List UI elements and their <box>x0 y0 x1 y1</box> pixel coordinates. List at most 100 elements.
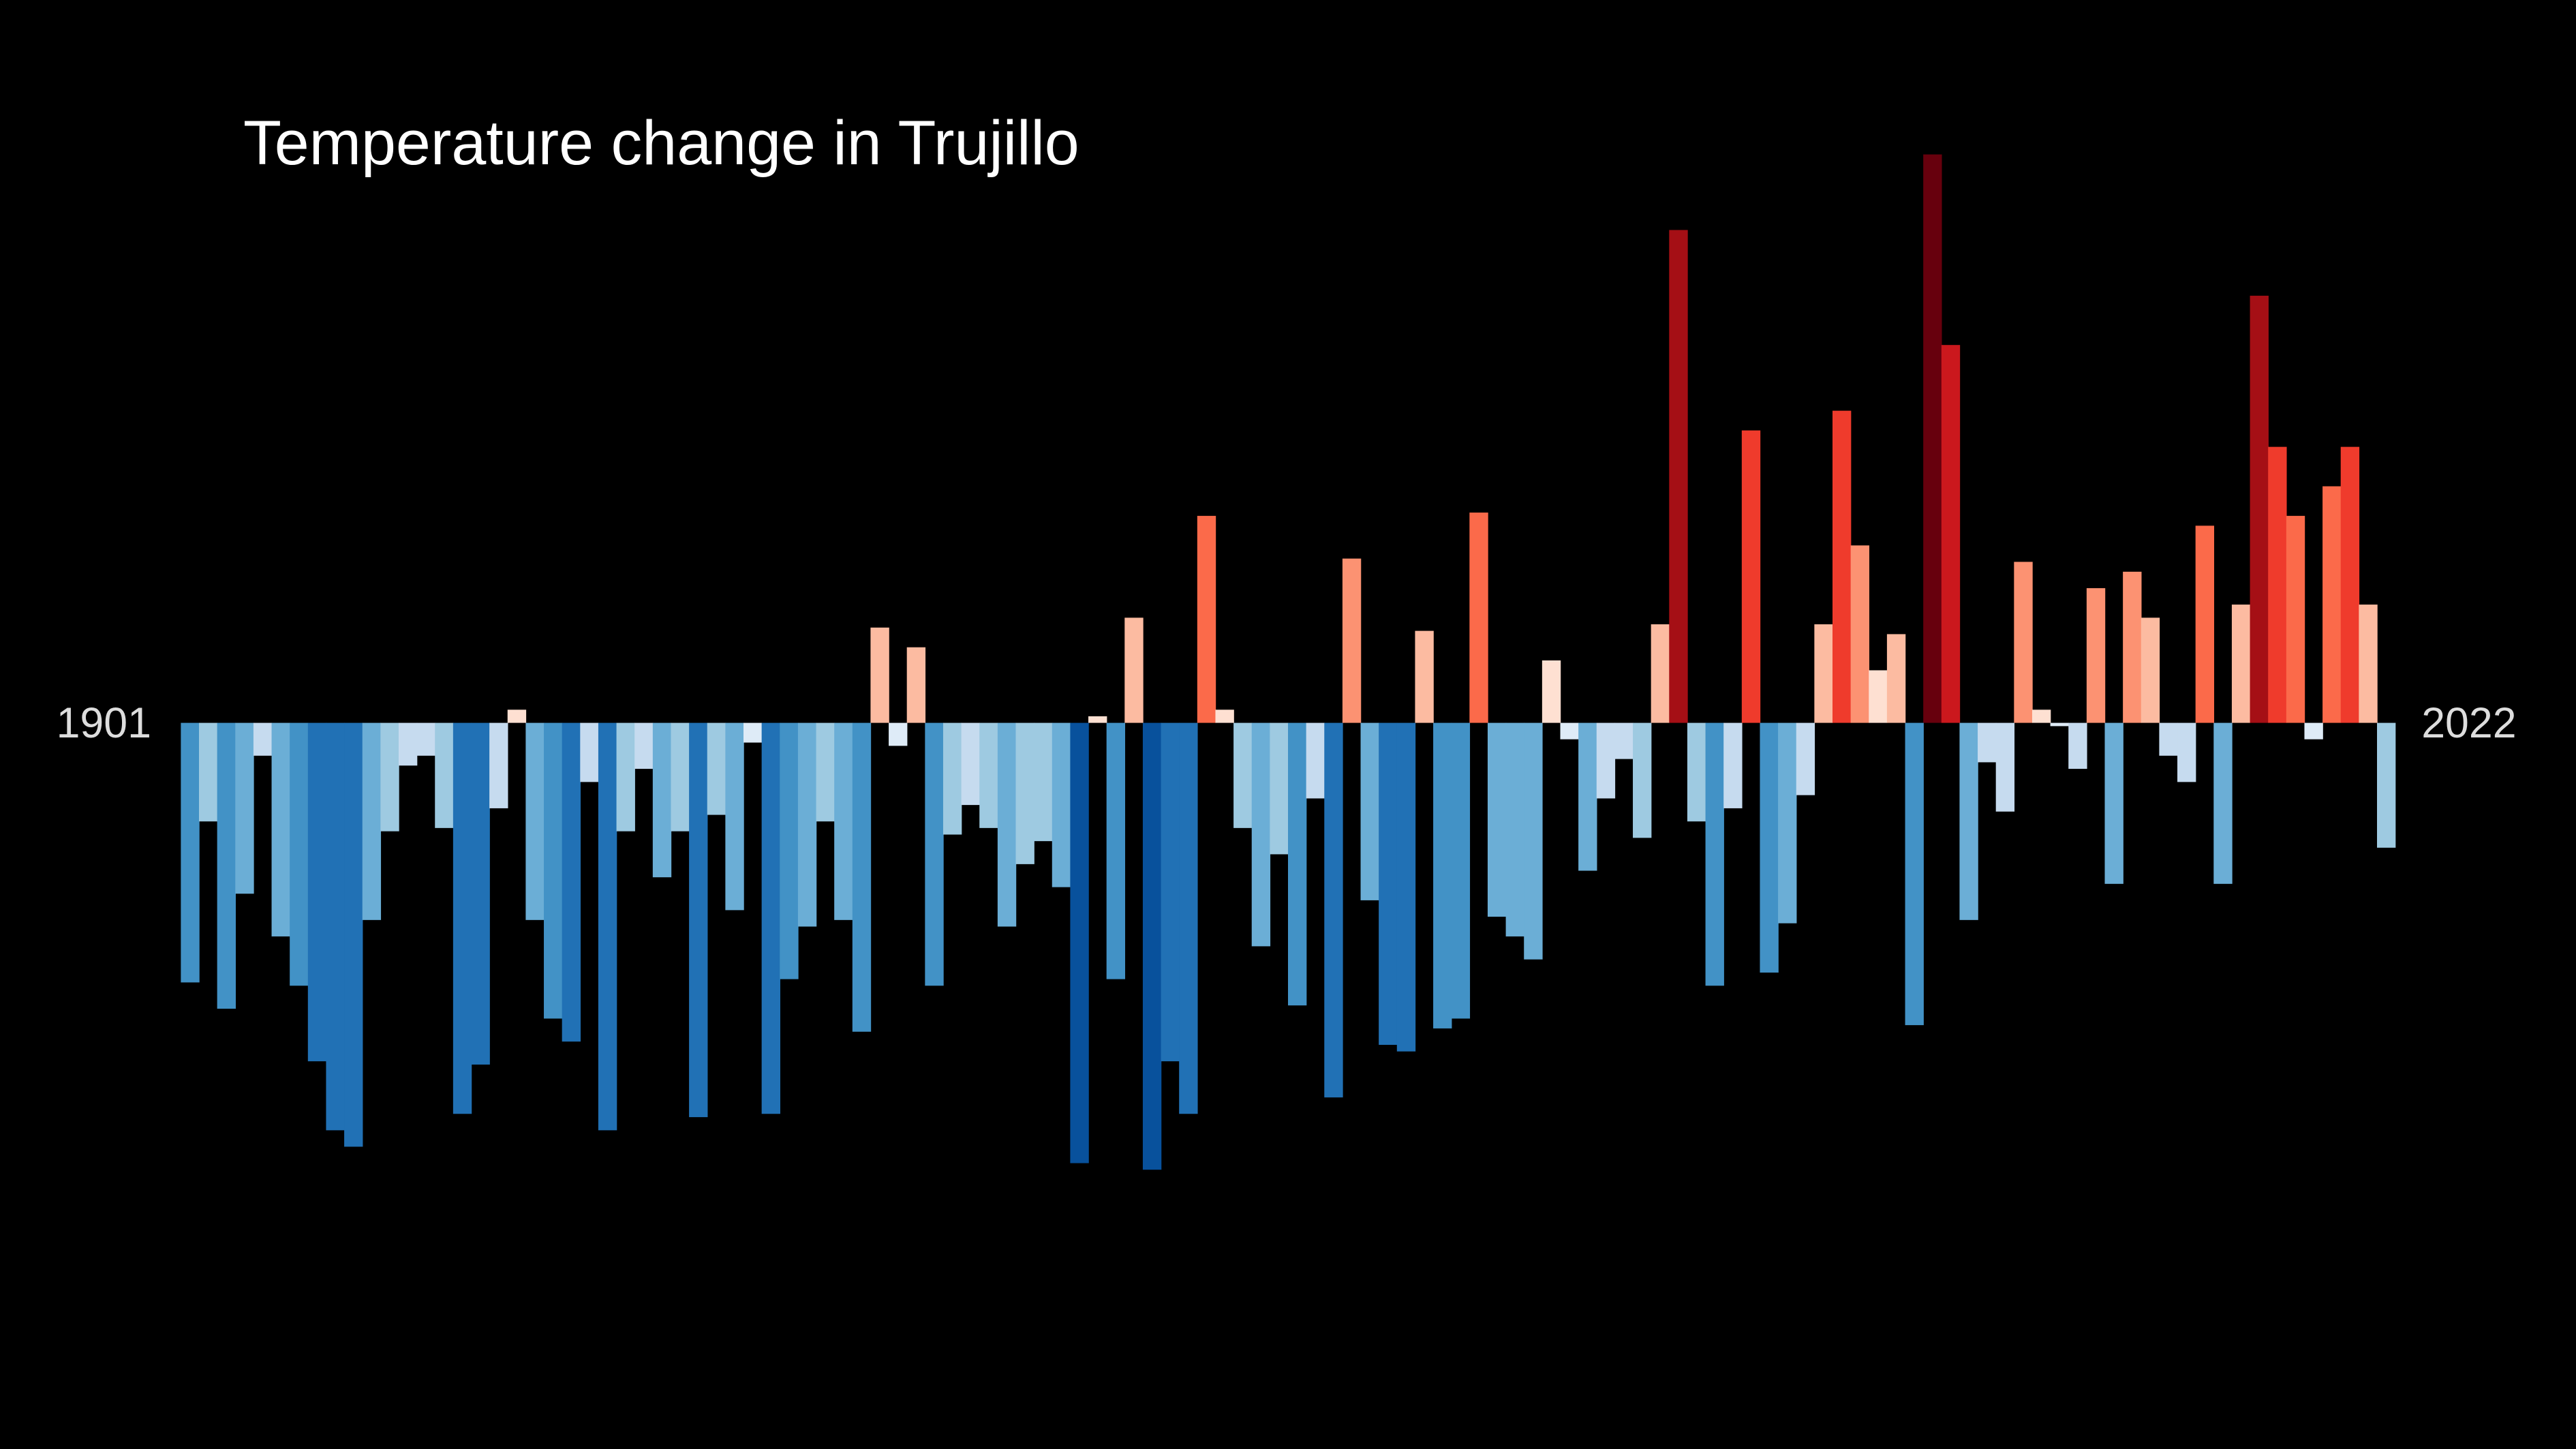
bar <box>398 722 418 766</box>
bar <box>2322 486 2342 723</box>
bar <box>889 722 908 746</box>
bar <box>453 722 472 1114</box>
bar <box>489 722 508 808</box>
bar <box>1869 670 1888 723</box>
bar <box>1142 722 1162 1170</box>
bar <box>1923 154 1942 723</box>
bar <box>1034 722 1053 842</box>
bar <box>2250 295 2269 723</box>
bar <box>1524 722 1543 960</box>
bar <box>1941 345 1961 723</box>
bar <box>307 722 327 1062</box>
bar <box>507 710 527 723</box>
bar <box>598 722 617 1131</box>
bar <box>1978 722 1997 763</box>
bar <box>1487 722 1507 917</box>
bar <box>780 722 799 979</box>
bar <box>979 722 998 828</box>
bar <box>1251 722 1271 947</box>
bar <box>1651 624 1670 723</box>
bar <box>2304 722 2323 739</box>
bar <box>1633 722 1652 838</box>
bar <box>2123 571 2142 723</box>
bar <box>797 722 817 927</box>
bar <box>671 722 690 832</box>
bar <box>743 722 763 743</box>
bar <box>435 722 454 828</box>
bar <box>1596 722 1616 799</box>
bar <box>761 722 780 1114</box>
bar <box>562 722 581 1042</box>
bar <box>1270 722 1289 855</box>
bar <box>2159 722 2178 756</box>
bar <box>1379 722 1398 1046</box>
bar <box>2195 525 2215 723</box>
bar <box>362 722 382 920</box>
bar <box>2359 605 2378 723</box>
chart-title: Temperature change in Trujillo <box>243 108 1079 178</box>
bar <box>2231 605 2251 723</box>
bar <box>1814 624 1833 723</box>
bar <box>1288 722 1307 1006</box>
bar <box>1179 722 1198 1114</box>
bar <box>2268 446 2287 723</box>
bar <box>1070 722 1089 1163</box>
bar <box>1342 558 1362 723</box>
bar <box>2376 722 2396 848</box>
bar <box>2104 722 2123 884</box>
bar <box>181 722 200 983</box>
bar <box>1433 722 1452 1028</box>
bar <box>997 722 1017 927</box>
bar <box>544 722 563 1019</box>
bar <box>1415 630 1434 723</box>
bar <box>1542 660 1561 723</box>
bar <box>1052 722 1071 887</box>
bar <box>253 722 273 756</box>
bar <box>1106 722 1126 979</box>
bar <box>906 647 926 723</box>
bar <box>2340 446 2360 723</box>
x-tick-label: 2022 <box>2421 699 2516 747</box>
bar <box>580 722 599 782</box>
bar <box>725 722 744 911</box>
bar <box>1832 410 1852 723</box>
bar <box>1905 722 1924 1026</box>
bar <box>344 722 363 1147</box>
bar <box>2031 710 2051 723</box>
bar <box>942 722 962 835</box>
bar <box>471 722 490 1065</box>
bar <box>1959 722 1978 920</box>
bar <box>2213 722 2233 884</box>
bar <box>870 627 889 723</box>
bar <box>1451 722 1471 1019</box>
bar <box>1995 722 2015 812</box>
bar <box>2141 617 2160 723</box>
bar <box>834 722 853 920</box>
bar <box>2014 562 2033 723</box>
bar <box>1850 545 1869 723</box>
x-tick-label: 1901 <box>57 699 151 747</box>
bar <box>1760 722 1779 973</box>
bar <box>707 722 726 815</box>
bar <box>416 722 435 756</box>
bar <box>1306 722 1325 799</box>
bar <box>1741 430 1761 723</box>
bar <box>1578 722 1597 871</box>
bar <box>2050 722 2069 727</box>
bar <box>852 722 872 1032</box>
bar <box>2177 722 2196 782</box>
bar <box>816 722 835 822</box>
bar <box>1778 722 1797 924</box>
bar <box>1705 722 1724 986</box>
bar <box>1124 617 1144 723</box>
bar <box>1723 722 1743 808</box>
bar <box>525 722 545 920</box>
bar <box>1669 230 1688 723</box>
bar <box>290 722 309 986</box>
bar <box>2068 722 2087 769</box>
bar <box>616 722 635 832</box>
bar <box>689 722 708 1118</box>
bar <box>1161 722 1180 1062</box>
